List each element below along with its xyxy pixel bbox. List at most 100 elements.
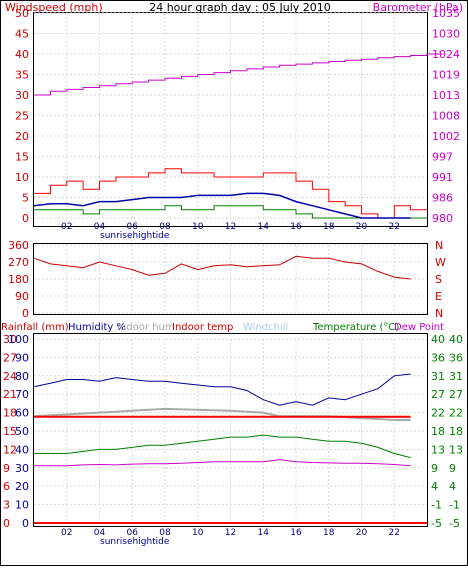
dewpoint-y-axis: 40 36 31 27 22 18 13 9 4 -1 -5 [449,333,463,530]
wind-low-line [34,205,427,219]
dewpoint-tick-label: 4 [449,480,456,493]
temperature-y-axis: 40 36 31 27 22 18 13 9 4 -1 -5 [431,333,445,530]
x-tick-label: 06 [127,222,139,232]
rainfall-tick-label: 18 [3,407,17,420]
direction-tick-label: 0 [22,307,29,320]
wind-y-axis: 0 5 10 15 20 25 30 35 40 45 50 [15,7,29,225]
rainfall-tick-label: 21 [3,388,17,401]
x-tick-label: 02 [61,528,72,538]
x-tick-label: 06 [127,528,139,538]
temperature-tick-label: -1 [431,499,442,512]
dewpoint-tick-label: 18 [449,425,463,438]
windspeed-tick-label: 35 [15,69,29,82]
humidity-tick-label: 80 [15,370,29,383]
rainfall-tick-label: 9 [3,462,10,475]
wind-panel-grid [34,12,427,219]
temperature-x-axis: 02 04 06 08 10 12 14 16 18 20 22 [61,528,400,538]
legend-rainfall: Rainfall (mm) [1,322,69,333]
x-tick-label: 18 [323,528,335,538]
humidity-tick-label: 70 [15,388,29,401]
windspeed-tick-label: 5 [22,192,29,205]
x-tick-label: 22 [389,222,400,232]
humidity-tick-label: 0 [22,517,29,530]
legend-windchill: Windchill [243,322,288,333]
x-tick-label: 14 [258,222,270,232]
legend-indoor-hum: Indoor hum [117,322,175,333]
temperature-tick-label: -5 [431,517,442,530]
windspeed-tick-label: 0 [22,212,29,225]
humidity-tick-label: 20 [15,480,29,493]
barometer-tick-label: 980 [432,212,453,225]
direction-tick-label: 360 [8,239,29,252]
legend-humidity: Humidity % [68,322,126,333]
dewpoint-tick-label: 31 [449,370,463,383]
x-tick-label: 08 [159,528,171,538]
indoor-humidity-line [33,407,411,421]
temperature-tick-label: 31 [431,370,445,383]
wind-gust-line [34,168,427,219]
temperature-tick-label: 22 [431,407,445,420]
rainfall-tick-label: 24 [3,370,17,383]
barometer-tick-label: 1030 [432,28,460,41]
barometer-tick-label: 1024 [432,48,460,61]
wind-average-line [33,192,411,219]
windspeed-title: Windspeed (mph) [5,1,103,14]
rainfall-tick-label: 6 [3,480,10,493]
dewpoint-tick-label: 27 [449,388,463,401]
windspeed-tick-label: 10 [15,171,29,184]
temperature-tick-label: 27 [431,388,445,401]
x-tick-label: 02 [61,222,72,232]
rainfall-tick-label: 27 [3,351,17,364]
barometer-line [34,53,444,96]
barometer-y-axis: 980 986 991 997 1002 1008 1013 1019 1024 1030 1035 [432,7,460,225]
humidity-tick-label: 40 [15,443,29,456]
compass-label: E [435,290,442,303]
x-tick-label: 10 [192,528,204,538]
rainfall-tick-label: 3 [3,499,10,512]
compass-label: S [435,273,442,286]
temperature-tick-label: 4 [431,480,438,493]
rainfall-tick-label: 30 [3,333,17,346]
temperature-tick-label: 40 [431,333,445,346]
barometer-tick-label: 1013 [432,89,460,102]
windspeed-tick-label: 30 [15,89,29,102]
compass-label: N [435,307,443,320]
windspeed-tick-label: 45 [15,28,29,41]
x-tick-label: 20 [356,222,368,232]
barometer-tick-label: 1019 [432,69,460,82]
barometer-tick-label: 997 [432,151,453,164]
dewpoint-tick-label: 36 [449,351,463,364]
x-tick-label: 12 [225,528,236,538]
barometer-tick-label: 1002 [432,130,460,143]
x-tick-label: 08 [159,222,171,232]
legend-indoor-temp: Indoor temp [172,322,233,333]
rainfall-tick-label: 15 [3,425,17,438]
rainfall-y-axis: 0 3 6 9 12 15 18 21 24 27 30 [3,333,17,530]
temperature-line [34,434,411,459]
humidity-tick-label: 60 [15,407,29,420]
humidity-y-axis: 0 10 20 30 40 50 60 70 80 90 100 [8,333,29,530]
dewpoint-tick-label: -5 [449,517,460,530]
dewpoint-tick-label: -1 [449,499,460,512]
barometer-tick-label: 991 [432,171,453,184]
windspeed-tick-label: 25 [15,110,29,123]
dewpoint-tick-label: 40 [449,333,463,346]
humidity-tick-label: 10 [15,499,29,512]
x-tick-label: 12 [225,222,236,232]
windspeed-tick-label: 20 [15,130,29,143]
barometer-title: Barometer (hPa) [373,1,463,14]
x-tick-label: 10 [192,222,204,232]
direction-panel-frame [33,243,428,315]
temperature-tick-label: 18 [431,425,445,438]
sun-label-1: sunrisehightide [100,231,170,241]
x-tick-label: 04 [94,222,106,232]
x-tick-label: 14 [258,528,270,538]
humidity-tick-label: 30 [15,462,29,475]
compass-label: N [435,239,443,252]
x-tick-label: 16 [290,222,302,232]
legend-dew-point: Dew Point [394,322,444,333]
